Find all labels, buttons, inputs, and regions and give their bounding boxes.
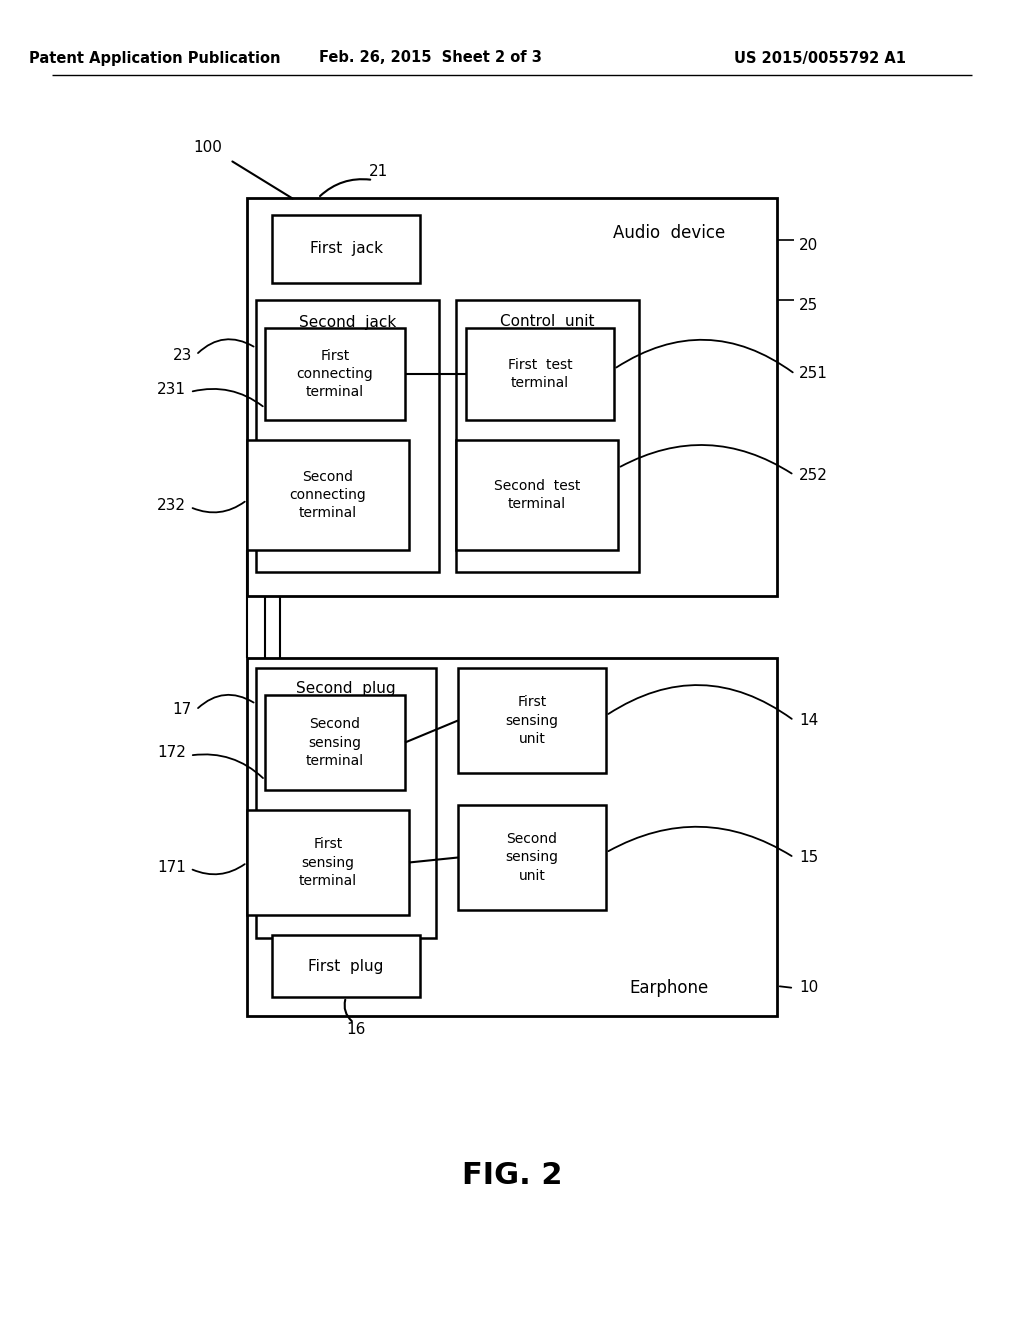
- Text: Second
sensing
unit: Second sensing unit: [506, 832, 558, 883]
- Text: US 2015/0055792 A1: US 2015/0055792 A1: [734, 50, 906, 66]
- Text: First  plug: First plug: [308, 958, 384, 974]
- Bar: [247, 440, 409, 550]
- Text: 23: 23: [173, 347, 193, 363]
- Bar: [272, 215, 420, 282]
- Text: 231: 231: [157, 381, 186, 396]
- Text: 20: 20: [799, 239, 818, 253]
- Text: Second  plug: Second plug: [296, 681, 396, 696]
- Text: First  test
terminal: First test terminal: [508, 358, 572, 391]
- Text: First  jack: First jack: [309, 242, 383, 256]
- Bar: [458, 668, 606, 774]
- Bar: [256, 300, 439, 572]
- Text: 21: 21: [369, 165, 388, 180]
- Text: 171: 171: [157, 861, 186, 875]
- Bar: [247, 198, 777, 597]
- Bar: [265, 327, 406, 420]
- Text: Feb. 26, 2015  Sheet 2 of 3: Feb. 26, 2015 Sheet 2 of 3: [318, 50, 542, 66]
- Text: 25: 25: [799, 298, 818, 314]
- Bar: [247, 657, 777, 1016]
- Text: 17: 17: [173, 702, 193, 718]
- Text: Audio  device: Audio device: [613, 224, 725, 242]
- Text: 16: 16: [346, 1022, 366, 1036]
- Bar: [265, 696, 406, 789]
- Text: Control  unit: Control unit: [501, 314, 595, 330]
- Text: Second
sensing
terminal: Second sensing terminal: [306, 717, 365, 768]
- Text: 10: 10: [799, 981, 818, 995]
- Bar: [456, 300, 639, 572]
- Bar: [272, 935, 420, 997]
- Text: First
connecting
terminal: First connecting terminal: [297, 348, 374, 400]
- Text: 14: 14: [799, 713, 818, 729]
- Text: 100: 100: [193, 140, 222, 156]
- Text: Second  test
terminal: Second test terminal: [494, 479, 581, 511]
- Bar: [456, 440, 618, 550]
- Bar: [247, 810, 409, 915]
- Text: Earphone: Earphone: [630, 979, 709, 997]
- Bar: [466, 327, 614, 420]
- Text: First
sensing
terminal: First sensing terminal: [299, 837, 357, 888]
- Text: 15: 15: [799, 850, 818, 865]
- Text: 251: 251: [799, 367, 827, 381]
- Text: 252: 252: [799, 467, 827, 483]
- Text: 172: 172: [157, 744, 186, 760]
- Text: 232: 232: [157, 498, 186, 512]
- Text: Second
connecting
terminal: Second connecting terminal: [290, 470, 367, 520]
- Text: FIG. 2: FIG. 2: [462, 1160, 562, 1189]
- Bar: [256, 668, 436, 939]
- Bar: [458, 805, 606, 909]
- Text: First
sensing
unit: First sensing unit: [506, 696, 558, 746]
- Text: Second  jack: Second jack: [299, 314, 396, 330]
- Text: Patent Application Publication: Patent Application Publication: [30, 50, 281, 66]
